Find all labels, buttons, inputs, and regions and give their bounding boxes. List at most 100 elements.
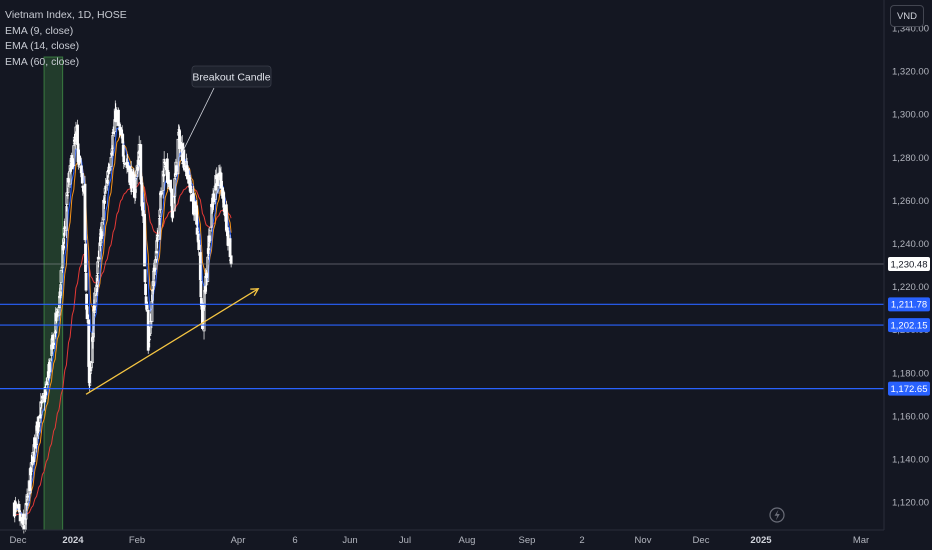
candle-body bbox=[119, 127, 122, 136]
support-level-badge: 1,211.78 bbox=[888, 297, 930, 312]
candle bbox=[64, 203, 68, 238]
candle bbox=[55, 309, 59, 318]
candle bbox=[103, 191, 107, 206]
candle bbox=[159, 187, 163, 198]
candle bbox=[197, 234, 201, 256]
candle-body bbox=[160, 191, 163, 195]
candle bbox=[78, 149, 82, 168]
candle bbox=[174, 165, 178, 177]
candle bbox=[26, 493, 29, 501]
candle-body bbox=[201, 302, 204, 329]
candle-body bbox=[207, 235, 211, 243]
candle-body bbox=[159, 190, 163, 196]
candle-body bbox=[103, 187, 107, 194]
candle bbox=[25, 488, 29, 508]
candle-body bbox=[172, 196, 176, 212]
price-badge-label: 1,211.78 bbox=[891, 300, 927, 311]
candle bbox=[52, 333, 56, 346]
candle-body bbox=[104, 185, 108, 189]
candle-body bbox=[110, 148, 114, 157]
candle-body bbox=[44, 381, 48, 385]
candle-body bbox=[100, 231, 103, 239]
candle bbox=[96, 257, 100, 282]
candle-body bbox=[18, 513, 22, 522]
candle bbox=[195, 200, 198, 227]
lightning-icon[interactable] bbox=[769, 507, 785, 523]
candle bbox=[69, 163, 73, 174]
legend-ema60[interactable]: EMA (60, close) bbox=[5, 55, 80, 68]
candle bbox=[206, 250, 210, 286]
candle bbox=[141, 196, 145, 223]
candle-body bbox=[105, 179, 109, 186]
candle-body bbox=[50, 344, 53, 356]
candle-body bbox=[96, 261, 100, 275]
legend-ema9[interactable]: EMA (9, close) bbox=[5, 24, 74, 37]
x-axis-tick-label: Dec bbox=[693, 535, 710, 546]
candle-body bbox=[96, 256, 100, 260]
annotation-box bbox=[191, 65, 272, 88]
candle bbox=[84, 239, 87, 277]
candle-body bbox=[63, 226, 67, 229]
candle-body bbox=[91, 337, 94, 364]
candle-body bbox=[155, 240, 159, 254]
ascending-trendline[interactable] bbox=[85, 288, 259, 395]
candle bbox=[156, 230, 160, 242]
candle-body bbox=[25, 503, 28, 505]
legend-ema14[interactable]: EMA (14, close) bbox=[5, 40, 80, 52]
y-axis-tick-label: 1,280.00 bbox=[892, 153, 929, 164]
candle bbox=[29, 454, 33, 480]
candle bbox=[143, 269, 147, 287]
candle bbox=[143, 210, 146, 267]
candle-body bbox=[107, 166, 111, 174]
candle-body bbox=[147, 338, 151, 341]
candle bbox=[122, 148, 126, 170]
y-axis-tick-label: 1,220.00 bbox=[892, 282, 929, 293]
candle-body bbox=[95, 284, 99, 293]
candle bbox=[110, 145, 114, 158]
x-axis-tick-label: 2025 bbox=[750, 535, 772, 546]
candle-body bbox=[157, 217, 161, 240]
candle bbox=[95, 273, 99, 295]
candle-body bbox=[85, 306, 89, 320]
candle bbox=[37, 415, 41, 439]
currency-button[interactable]: VND bbox=[890, 5, 924, 27]
candle-body bbox=[43, 391, 47, 400]
candle bbox=[117, 107, 120, 126]
candle-body bbox=[229, 255, 233, 265]
candle-body bbox=[70, 158, 74, 170]
candle-body bbox=[92, 306, 96, 311]
candle bbox=[219, 166, 223, 196]
candle bbox=[96, 250, 100, 268]
candle bbox=[155, 237, 159, 254]
price-badge-label: 1,230.48 bbox=[891, 259, 928, 270]
candle bbox=[198, 244, 202, 287]
candle-body bbox=[18, 510, 21, 513]
candle-body bbox=[84, 243, 87, 272]
breakout-candle-annotation[interactable]: Breakout Candle bbox=[179, 65, 272, 158]
candle bbox=[151, 289, 154, 303]
candle bbox=[104, 177, 108, 193]
candle bbox=[147, 332, 151, 348]
candle bbox=[59, 282, 62, 304]
candle-body bbox=[29, 462, 33, 472]
candle bbox=[100, 229, 103, 239]
candle-body bbox=[226, 230, 230, 246]
candle bbox=[212, 190, 215, 210]
candle bbox=[167, 170, 170, 187]
x-axis-tick-label: Mar bbox=[853, 535, 869, 546]
candle bbox=[66, 188, 69, 197]
candle-body bbox=[98, 242, 102, 260]
candle-body bbox=[83, 183, 87, 241]
candle bbox=[108, 163, 111, 175]
candle-body bbox=[28, 481, 32, 491]
candle-body bbox=[176, 138, 180, 175]
candle-body bbox=[141, 202, 145, 217]
candle bbox=[59, 266, 63, 290]
candle bbox=[157, 214, 161, 240]
candle bbox=[148, 313, 152, 336]
candle-body bbox=[195, 205, 198, 225]
annotation-pointer bbox=[179, 87, 215, 158]
candle bbox=[213, 183, 217, 205]
candle bbox=[204, 269, 208, 287]
